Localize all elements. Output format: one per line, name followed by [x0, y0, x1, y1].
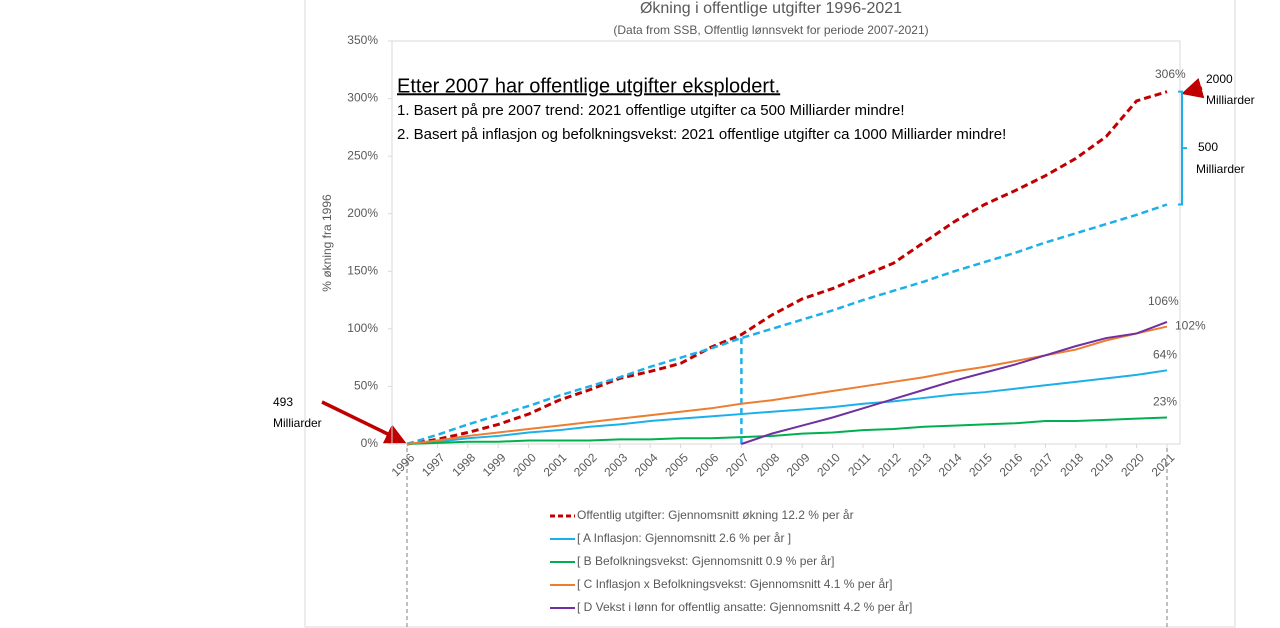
data-label: 102%: [1175, 319, 1206, 333]
series-line: [406, 369, 1168, 445]
arrow: [321, 400, 407, 444]
annotation: Milliarder: [1196, 162, 1245, 176]
y-tick-label: 0%: [361, 436, 379, 450]
legend-label: [ A Inflasjon: Gjennomsnitt 2.6 % per år…: [577, 531, 791, 545]
y-tick-label: 300%: [347, 91, 378, 105]
data-label: 23%: [1153, 395, 1177, 409]
headline: Etter 2007 har offentlige utgifter ekspl…: [397, 75, 780, 97]
annotation: 493: [273, 395, 293, 409]
y-tick-label: 250%: [347, 148, 378, 162]
plot-area: [391, 40, 1181, 445]
legend-label: [ C Inflasjon x Befolkningsvekst: Gjenno…: [577, 577, 892, 591]
y-axis-label: % økning fra 1996: [320, 194, 334, 292]
data-label: 306%: [1155, 67, 1186, 81]
annotation: Milliarder: [1206, 93, 1255, 107]
y-tick-label: 150%: [347, 263, 378, 277]
chart-subtitle: (Data from SSB, Offentlig lønnsvekt for …: [613, 23, 928, 37]
note-line: 1. Basert på pre 2007 trend: 2021 offent…: [397, 102, 905, 119]
annotation: 500: [1198, 140, 1218, 154]
series-line: [406, 203, 1168, 446]
bracket: [1178, 90, 1187, 206]
legend-label: Offentlig utgifter: Gjennomsnitt økning …: [577, 508, 854, 522]
data-label: 64%: [1153, 347, 1177, 361]
y-tick-label: 350%: [347, 33, 378, 47]
arrow: [1181, 78, 1205, 99]
legend-label: [ D Vekst i lønn for offentlig ansatte: …: [577, 600, 912, 614]
note-line: 2. Basert på inflasjon og befolkningsvek…: [397, 126, 1006, 143]
series-line: [406, 416, 1168, 445]
chart-frame: [304, 0, 1236, 628]
data-label: 106%: [1148, 294, 1179, 308]
y-tick-label: 100%: [347, 321, 378, 335]
chart-title: Økning i offentlige utgifter 1996-2021: [640, 0, 902, 17]
y-tick-label: 50%: [354, 379, 378, 393]
series-line: [741, 321, 1168, 445]
annotation: Milliarder: [273, 416, 322, 430]
annotation: 2000: [1206, 72, 1233, 86]
y-tick-label: 200%: [347, 206, 378, 220]
legend-label: [ B Befolkningsvekst: Gjennomsnitt 0.9 %…: [577, 554, 834, 568]
